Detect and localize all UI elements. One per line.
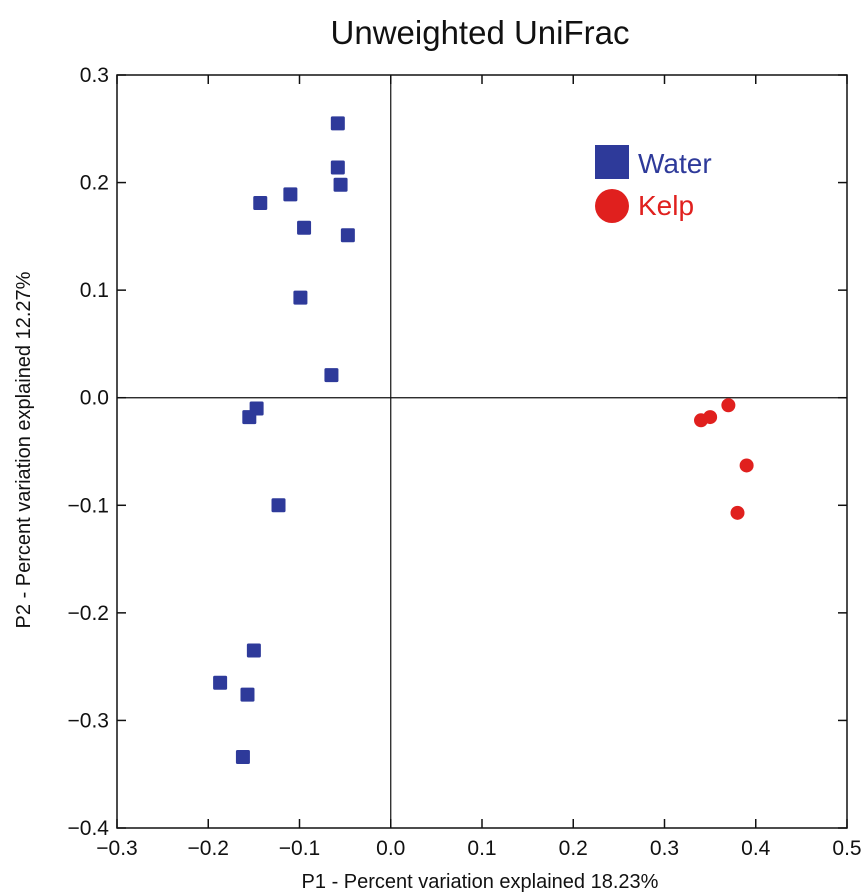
data-points [213, 116, 754, 765]
y-tick-label: −0.3 [68, 709, 109, 732]
legend-water-marker [595, 145, 629, 179]
y-tick-label: 0.2 [80, 172, 109, 195]
water-point [242, 410, 257, 425]
x-tick-label: 0.5 [832, 837, 861, 860]
x-tick-label: 0.1 [467, 837, 496, 860]
water-point [283, 187, 298, 202]
y-axis-label: P2 - Percent variation explained 12.27% [13, 271, 35, 628]
y-tick-label: 0.0 [80, 387, 109, 410]
water-point [235, 750, 250, 765]
water-point [213, 675, 228, 690]
y-tick-label: 0.3 [80, 64, 109, 87]
water-point [324, 368, 339, 383]
ticks: −0.3 −0.2 −0.1 0.0 0.1 0.2 0.3 0.4 0.5 0.3 0.2 0.1 0… [68, 64, 862, 860]
legend: Water Kelp [595, 145, 712, 223]
y-tick-label: −0.1 [68, 494, 109, 517]
water-point [330, 160, 345, 175]
chart-title: Unweighted UniFrac [331, 14, 630, 51]
y-tick-label: −0.4 [68, 817, 110, 840]
water-point [330, 116, 345, 131]
legend-kelp-marker [595, 189, 629, 223]
x-tick-label: 0.2 [559, 837, 588, 860]
water-point [246, 643, 261, 658]
water-point [271, 498, 286, 513]
legend-water-label: Water [638, 148, 712, 179]
y-tick-label: −0.2 [68, 602, 109, 625]
kelp-point [703, 410, 718, 425]
x-tick-label: 0.4 [741, 837, 771, 860]
water-point [293, 290, 308, 305]
water-point [297, 220, 312, 235]
x-tick-label: 0.3 [650, 837, 679, 860]
plot-frame [116, 74, 848, 829]
kelp-point [721, 398, 736, 413]
x-tick-label: −0.2 [188, 837, 229, 860]
water-point [333, 177, 348, 192]
legend-kelp-label: Kelp [638, 190, 694, 221]
kelp-point [739, 458, 754, 473]
x-tick-label: 0.0 [376, 837, 405, 860]
x-tick-label: −0.1 [279, 837, 320, 860]
water-point [240, 687, 255, 702]
water-point [340, 228, 355, 243]
x-axis-label: P1 - Percent variation explained 18.23% [302, 871, 659, 893]
water-point [253, 196, 268, 211]
kelp-point [730, 505, 745, 520]
y-tick-label: 0.1 [80, 279, 109, 302]
x-tick-label: −0.3 [96, 837, 137, 860]
zero-lines [117, 75, 847, 828]
